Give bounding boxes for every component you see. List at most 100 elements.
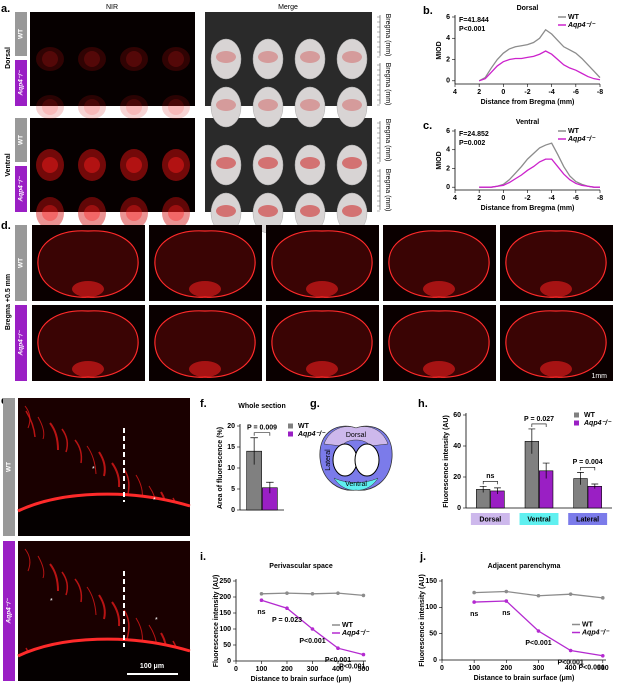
error-bar: [591, 483, 599, 489]
brain-signal: [300, 99, 320, 111]
data-point: [336, 646, 340, 650]
vessel: [25, 410, 36, 438]
y-tick-label: 0: [446, 78, 450, 85]
nir-signal: [78, 197, 106, 229]
panel-label: a.: [1, 3, 10, 15]
y-tick-label: 150: [425, 578, 437, 585]
y-axis-label: MIOD: [436, 41, 443, 59]
data-point: [259, 598, 264, 602]
y-tick-label: 40: [453, 443, 461, 450]
x-tick-label: 500: [358, 666, 370, 673]
y-axis-label: MIOD: [436, 151, 443, 169]
y-tick-label: 150: [219, 610, 231, 617]
brain-signal: [342, 157, 362, 169]
x-tick-label: -2: [524, 89, 530, 96]
genotype-label: WT: [18, 135, 25, 145]
nir-signal: [84, 99, 100, 115]
vessel: [86, 586, 97, 616]
ventral-region: [333, 477, 379, 491]
nir-signal: [126, 99, 142, 115]
nir-signal: [78, 149, 106, 181]
brain: [252, 38, 284, 80]
brain-signal: [300, 157, 320, 169]
y-axis-label: Fluorescence intensity (AU): [213, 575, 220, 668]
y-tick-label: 20: [453, 474, 461, 481]
genotype-box: [3, 398, 15, 536]
x-tick-label: 500: [597, 665, 609, 672]
brain: [210, 38, 242, 80]
legend-label: Aqp4⁻/⁻: [567, 22, 596, 29]
ventricle: [18, 494, 190, 536]
vessel: [123, 609, 130, 640]
vessel: [111, 601, 121, 627]
legend-label: WT: [298, 423, 310, 430]
annotation: P<0.001: [325, 657, 351, 664]
x-tick-label: 300: [307, 666, 319, 673]
panel-label: h.: [418, 398, 428, 410]
x-tick-label: 0: [501, 195, 505, 202]
series-line: [478, 28, 601, 82]
y-tick-label: 0: [227, 658, 231, 665]
data-point: [472, 600, 476, 604]
y-tick-label: 100: [425, 604, 437, 611]
genotype-box: [3, 541, 15, 681]
chart-title: Perivascular space: [269, 563, 333, 570]
y-tick-label: 6: [446, 14, 450, 21]
annotation: P<0.001: [525, 640, 551, 647]
hemisphere: [354, 443, 380, 477]
annotation: F=24.852: [459, 131, 489, 138]
brain-signal: [258, 51, 278, 63]
section-signal: [189, 361, 221, 377]
edge: [17, 637, 191, 658]
data-point: [285, 591, 289, 595]
error-bar: [528, 428, 536, 454]
x-tick-label: Lateral: [576, 516, 599, 523]
region-label: Dorsal: [346, 432, 367, 439]
section-signal: [72, 361, 104, 377]
data-point: [536, 593, 541, 598]
x-tick-label: 2: [477, 89, 481, 96]
annotation: ns: [502, 610, 510, 617]
x-tick-label: -2: [524, 195, 530, 202]
vessel: [86, 445, 97, 475]
panel-label: b.: [423, 5, 433, 17]
x-tick-label: 400: [565, 665, 577, 672]
legend-swatch: [574, 412, 579, 418]
data-point: [568, 648, 573, 653]
y-tick-label: 60: [453, 412, 461, 419]
region-label: Lateral: [325, 449, 332, 471]
ruler-label: Bregma (mm): [384, 169, 391, 212]
annotation: P = 0.027: [524, 416, 554, 423]
y-tick-label: 4: [446, 35, 450, 42]
scale-label: 1mm: [591, 373, 607, 380]
brain-signal: [300, 51, 320, 63]
x-tick-label: 400: [332, 666, 344, 673]
x-tick-label: -8: [597, 89, 603, 96]
annotation: P<0.001: [339, 663, 365, 670]
legend-label: Aqp4⁻/⁻: [567, 136, 596, 143]
y-tick-label: 0: [446, 184, 450, 191]
vessel: [24, 548, 31, 572]
genotype-box: [15, 225, 27, 301]
nir-signal: [78, 47, 106, 71]
x-tick-label: 0: [501, 89, 505, 96]
x-axis-label: Distance from Bregma (mm): [481, 99, 575, 106]
annotation: ns: [486, 473, 494, 480]
column-header: NIR: [106, 4, 118, 11]
nir-signal: [120, 47, 148, 71]
data-point: [536, 629, 541, 633]
y-tick-label: 2: [446, 165, 450, 172]
x-tick-label: 4: [453, 195, 457, 202]
brain-signal: [258, 205, 278, 217]
y-tick-label: 0: [457, 505, 461, 512]
legend-swatch: [288, 431, 293, 437]
nir-signal: [168, 51, 184, 67]
data-point: [285, 606, 289, 610]
category-box: [568, 513, 608, 525]
annotation: ns: [470, 611, 478, 618]
chart-title: Whole section: [238, 403, 285, 410]
series-line: [479, 158, 600, 188]
y-tick-label: 10: [227, 465, 235, 472]
genotype-label: Aqp4⁻/⁻: [18, 69, 25, 96]
edge: [17, 492, 191, 513]
